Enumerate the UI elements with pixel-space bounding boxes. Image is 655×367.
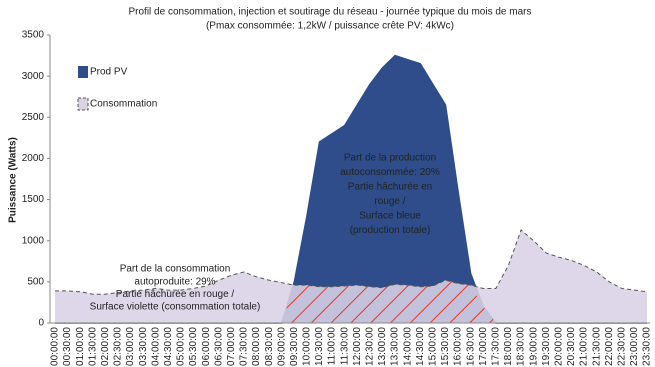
x-tick-label: 03:30:00 [138, 327, 149, 366]
x-tick-label: 04:00:00 [150, 327, 161, 366]
overlap-hatch [55, 280, 647, 323]
chart-subtitle: (Pmax consommée: 1,2kW / puissance crête… [206, 21, 454, 32]
x-tick-label: 11:00:00 [327, 327, 338, 366]
x-tick-label: 18:00:00 [503, 327, 514, 366]
annotation: Part de la production [344, 153, 436, 164]
x-tick-label: 00:30:00 [62, 327, 73, 366]
area-fill [55, 230, 647, 323]
x-tick-label: 07:30:00 [239, 327, 250, 366]
x-tick-label: 01:00:00 [75, 327, 86, 366]
y-tick-label: 3000 [22, 71, 45, 82]
x-tick-label: 17:00:00 [478, 327, 489, 366]
x-tick-label: 15:00:00 [428, 327, 439, 366]
x-tick-label: 22:00:00 [604, 327, 615, 366]
x-tick-label: 00:00:00 [50, 327, 61, 366]
x-tick-label: 19:30:00 [541, 327, 552, 366]
annotation: rouge / [374, 196, 405, 207]
chart-title: Profil de consommation, injection et sou… [129, 7, 532, 18]
x-tick-label: 17:30:00 [490, 327, 501, 366]
x-tick-label: 06:30:00 [213, 327, 224, 366]
x-tick-label: 05:00:00 [176, 327, 187, 366]
x-tick-label: 19:00:00 [528, 327, 539, 366]
x-tick-label: 01:30:00 [87, 327, 98, 366]
y-tick-label: 0 [38, 318, 44, 329]
legend-swatch [77, 97, 89, 111]
x-tick-label: 12:00:00 [352, 327, 363, 366]
annotation: Part de la consommation [120, 264, 231, 275]
x-tick-label: 21:30:00 [591, 327, 602, 366]
x-tick-label: 04:30:00 [163, 327, 174, 366]
x-tick-label: 21:00:00 [579, 327, 590, 366]
x-tick-label: 23:30:00 [642, 327, 653, 366]
annotation: Surface violette (consommation totale) [90, 302, 261, 313]
x-tick-label: 09:30:00 [289, 327, 300, 366]
legend-swatch [78, 66, 88, 78]
x-tick-label: 07:00:00 [226, 327, 237, 366]
x-tick-label: 06:00:00 [201, 327, 212, 366]
annotation: Partie hâchurée en rouge / [116, 289, 235, 300]
x-tick-label: 13:30:00 [390, 327, 401, 366]
y-tick-label: 500 [27, 276, 44, 287]
y-axis-label: Puissance (Watts) [8, 137, 19, 223]
x-tick-label: 20:30:00 [566, 327, 577, 366]
x-tick-label: 14:30:00 [415, 327, 426, 366]
x-tick-label: 03:00:00 [125, 327, 136, 366]
y-tick-label: 1000 [22, 235, 45, 246]
x-tick-label: 16:30:00 [465, 327, 476, 366]
y-tick-label: 3500 [22, 30, 45, 41]
x-tick-label: 10:00:00 [302, 327, 313, 366]
x-tick-label: 16:00:00 [453, 327, 464, 366]
x-tick-label: 08:00:00 [251, 327, 262, 366]
annotation: autoconsommée: 20% [340, 167, 440, 178]
x-tick-label: 13:00:00 [377, 327, 388, 366]
x-tick-label: 12:30:00 [365, 327, 376, 366]
legend-label: Prod PV [90, 67, 128, 78]
y-tick-label: 2500 [22, 112, 45, 123]
x-tick-label: 05:30:00 [188, 327, 199, 366]
legend-label: Consommation [90, 99, 157, 110]
x-tick-label: 18:30:00 [516, 327, 527, 366]
x-tick-label: 09:00:00 [276, 327, 287, 366]
annotation: (production totale) [350, 225, 431, 236]
x-tick-label: 20:00:00 [553, 327, 564, 366]
annotation: autoproduite: 29% [134, 276, 215, 287]
annotation: Surface bleue [359, 211, 421, 222]
x-tick-label: 08:30:00 [264, 327, 275, 366]
x-tick-label: 14:00:00 [402, 327, 413, 366]
x-tick-label: 10:30:00 [314, 327, 325, 366]
annotation: Partie hâchurée en [348, 182, 433, 193]
y-tick-label: 2000 [22, 153, 45, 164]
area-fill [55, 55, 647, 323]
x-tick-label: 11:30:00 [339, 327, 350, 366]
x-tick-label: 15:30:00 [440, 327, 451, 366]
y-tick-label: 1500 [22, 194, 45, 205]
x-tick-label: 23:00:00 [629, 327, 640, 366]
x-tick-label: 02:00:00 [100, 327, 111, 366]
x-tick-label: 22:30:00 [616, 327, 627, 366]
x-tick-label: 02:30:00 [113, 327, 124, 366]
